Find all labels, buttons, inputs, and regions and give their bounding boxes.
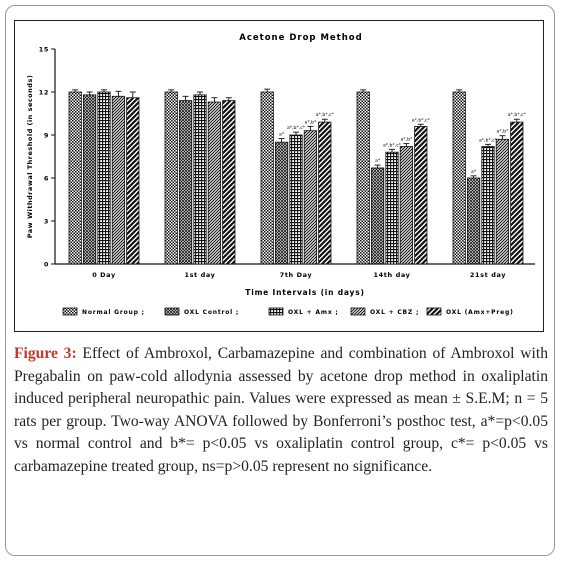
bar — [356, 91, 370, 265]
bar — [111, 95, 125, 265]
legend-label: Normal Group ; — [82, 309, 145, 316]
bar — [207, 101, 221, 265]
bar — [222, 100, 236, 265]
significance-label: a*,b*,c* — [316, 112, 335, 118]
bar — [303, 130, 318, 265]
x-tick-label: 0 Day — [92, 271, 116, 279]
bar — [399, 146, 414, 265]
y-tick-label: 9 — [44, 131, 49, 139]
legend-swatch — [350, 307, 366, 316]
bar — [481, 146, 495, 265]
bar — [452, 91, 466, 265]
legend-swatch — [62, 307, 78, 316]
x-tick-label: 21st day — [470, 271, 506, 279]
legend-swatch — [426, 307, 442, 316]
significance-label: a*,b*,c* — [287, 125, 306, 131]
significance-label: a*,b*,c* — [508, 112, 527, 118]
y-tick-label: 3 — [44, 217, 49, 225]
bar — [414, 126, 428, 265]
bar — [193, 94, 207, 265]
legend-label: OXL (Amx+Preg) — [446, 309, 514, 316]
significance-label: a*,b*,c* — [412, 117, 431, 123]
bar — [164, 91, 178, 265]
legend-swatch — [268, 307, 284, 316]
significance-label: a*,b*,c* — [479, 137, 498, 143]
significance-label: a* — [279, 132, 285, 138]
chart-title: Acetone Drop Method — [239, 33, 362, 43]
legend-swatch — [164, 307, 180, 316]
caption-text: Effect of Ambroxol, Carbamazepine and co… — [14, 345, 548, 475]
significance-label: a*,b* — [401, 137, 413, 143]
bar — [97, 91, 111, 265]
x-tick-label: 7th Day — [280, 271, 313, 279]
bar — [495, 138, 510, 265]
bar-chart: Acetone Drop Method 0 3 6 9 12 15 Paw Withdrawa… — [26, 33, 535, 316]
chart-box: Acetone Drop Method 0 3 6 9 12 15 Paw Withdrawa… — [14, 20, 544, 332]
bar — [289, 134, 303, 265]
figure-label: Figure 3: — [14, 345, 77, 362]
y-axis-label: Paw Withdrawal Threshold (in seconds) — [26, 75, 34, 239]
bar — [466, 177, 481, 265]
y-tick-label: 0 — [44, 260, 49, 268]
bar — [260, 91, 274, 265]
figure-caption: Figure 3: Effect of Ambroxol, Carbamazep… — [14, 343, 548, 479]
x-tick-label: 1st day — [184, 271, 215, 279]
bar — [178, 100, 193, 265]
bar — [385, 151, 399, 265]
bar — [318, 121, 332, 265]
significance-label: a*,b*,c* — [383, 142, 402, 148]
y-tick-label: 12 — [39, 88, 49, 96]
legend-label: OXL + CBZ ; — [370, 309, 419, 316]
bar — [68, 91, 82, 265]
x-tick-label: 14th day — [374, 271, 411, 279]
y-tick-label: 6 — [44, 174, 49, 182]
bar — [274, 141, 289, 265]
significance-label: a*,b* — [497, 129, 509, 135]
bar — [370, 167, 385, 265]
y-tick-label: 15 — [39, 45, 49, 53]
significance-label: a* — [471, 169, 477, 175]
bar — [510, 121, 524, 265]
significance-label: a* — [375, 158, 381, 164]
x-axis-label: Time Intervals (in days) — [245, 288, 364, 297]
bar — [83, 94, 97, 265]
significance-label: a*,b* — [305, 119, 317, 125]
bar — [126, 97, 140, 265]
legend-label: OXL + Amx ; — [288, 309, 339, 316]
figure-frame — [5, 5, 555, 556]
legend-label: OXL Control ; — [184, 309, 239, 316]
